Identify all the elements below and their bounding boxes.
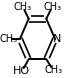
Text: HO: HO [13,66,30,76]
Text: CH₃: CH₃ [44,65,62,75]
Text: CH₃: CH₃ [14,2,32,12]
Text: CH₃: CH₃ [43,2,61,12]
Text: CH₃: CH₃ [0,34,18,44]
Text: N: N [53,34,61,44]
